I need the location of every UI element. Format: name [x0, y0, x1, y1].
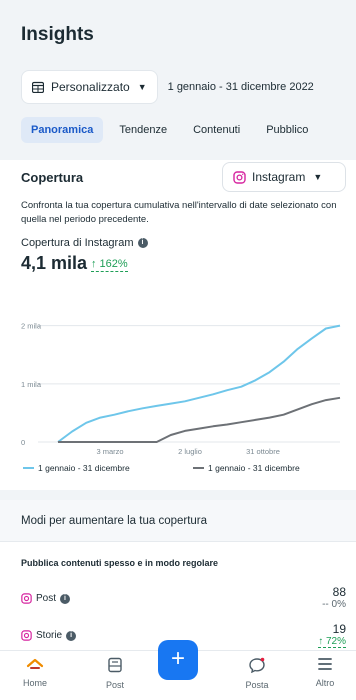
stat-label-row: Post i	[21, 593, 71, 604]
info-icon[interactable]: i	[137, 238, 148, 248]
improve-section-header: Modi per aumentare la tua copertura	[0, 500, 356, 542]
chart-series-line-1	[57, 324, 341, 443]
platform-label: Instagram	[252, 170, 306, 184]
reach-value: 4,1 mila	[21, 253, 88, 273]
stat-label: Post	[36, 593, 57, 604]
menu-icon	[318, 658, 332, 670]
chart-x-tick-label: 2 luglio	[178, 447, 202, 456]
stat-row-post[interactable]: Post i 88 -- 0%	[21, 585, 346, 615]
period-dropdown[interactable]: Personalizzato ▼	[21, 70, 158, 104]
chevron-down-icon: ▼	[137, 82, 147, 92]
page-title: Insights	[21, 24, 94, 45]
post-icon	[108, 657, 122, 673]
tab-contenuti[interactable]: Contenuti	[193, 124, 241, 136]
reach-title: Copertura	[21, 170, 84, 185]
nav-posta[interactable]: Posta	[232, 657, 282, 690]
stat-label-row: Storie i	[21, 630, 77, 641]
info-icon[interactable]: i	[66, 630, 77, 641]
info-icon[interactable]: i	[60, 593, 71, 604]
tab-panoramica[interactable]: Panoramica	[21, 117, 104, 143]
nav-altro-label: Altro	[315, 678, 335, 688]
chart-y-tick-label: 0	[21, 438, 25, 447]
tab-pubblico[interactable]: Pubblico	[266, 124, 309, 136]
stat-values: 88 -- 0%	[322, 585, 346, 610]
stat-row-storie[interactable]: Storie i 19 ↑ 72%	[21, 622, 346, 652]
chart-x-tick-label: 31 ottobre	[246, 447, 280, 456]
tab-bar: Panoramica Tendenze Contenuti Pubblico	[21, 117, 324, 143]
stat-change: -- 0%	[322, 599, 346, 610]
tab-tendenze[interactable]: Tendenze	[119, 124, 168, 136]
legend-label: 1 gennaio - 31 dicembre	[208, 463, 300, 473]
nav-post[interactable]: Post	[90, 657, 140, 690]
instagram-icon	[233, 170, 246, 184]
chart-y-tick-label: 2 mila	[21, 322, 42, 331]
stat-change: ↑ 72%	[318, 636, 346, 648]
home-icon	[26, 658, 44, 669]
stat-values: 19 ↑ 72%	[318, 622, 346, 648]
chevron-down-icon: ▼	[313, 172, 323, 182]
period-label: Personalizzato	[51, 80, 130, 94]
nav-home[interactable]: Home	[10, 657, 60, 688]
reach-description: Confronta la tua copertura cumulativa ne…	[21, 200, 337, 225]
reach-chart: 0 1 mila 2 mila 3 marzo 2 luglio 31 ottobre 1 …	[21, 322, 341, 473]
calendar-icon	[32, 81, 44, 93]
chart-x-tick-label: 3 marzo	[96, 447, 123, 456]
nav-posta-label: Posta	[245, 680, 269, 690]
improve-title: Modi per aumentare la tua copertura	[21, 515, 208, 527]
reach-label: Copertura di Instagram	[21, 237, 134, 249]
inbox-icon	[249, 657, 265, 674]
nav-post-label: Post	[105, 680, 124, 690]
legend-label: 1 gennaio - 31 dicembre	[38, 463, 130, 473]
create-button[interactable]: +	[158, 640, 198, 680]
stat-value: 88	[332, 585, 346, 599]
chart-series-line-2	[58, 396, 341, 443]
nav-home-label: Home	[22, 678, 47, 688]
improve-subtitle: Pubblica contenuti spesso e in modo rego…	[21, 558, 219, 568]
reach-change[interactable]: ↑ 162%	[91, 258, 128, 272]
instagram-icon	[21, 593, 32, 604]
insights-header: Insights Personalizzato ▼ 1 gennaio - 31…	[0, 0, 356, 160]
instagram-icon	[21, 630, 32, 641]
chart-y-tick-label: 1 mila	[21, 380, 42, 389]
nav-altro[interactable]: Altro	[300, 657, 350, 688]
date-range: 1 gennaio - 31 dicembre 2022	[167, 81, 314, 93]
stat-label: Storie	[36, 630, 63, 641]
reach-label-row: Copertura di Instagram i	[21, 237, 148, 249]
platform-dropdown[interactable]: Instagram ▼	[222, 162, 346, 192]
date-row: Personalizzato ▼ 1 gennaio - 31 dicembre…	[21, 70, 314, 104]
stat-value: 19	[332, 622, 346, 636]
section-separator	[0, 490, 356, 500]
